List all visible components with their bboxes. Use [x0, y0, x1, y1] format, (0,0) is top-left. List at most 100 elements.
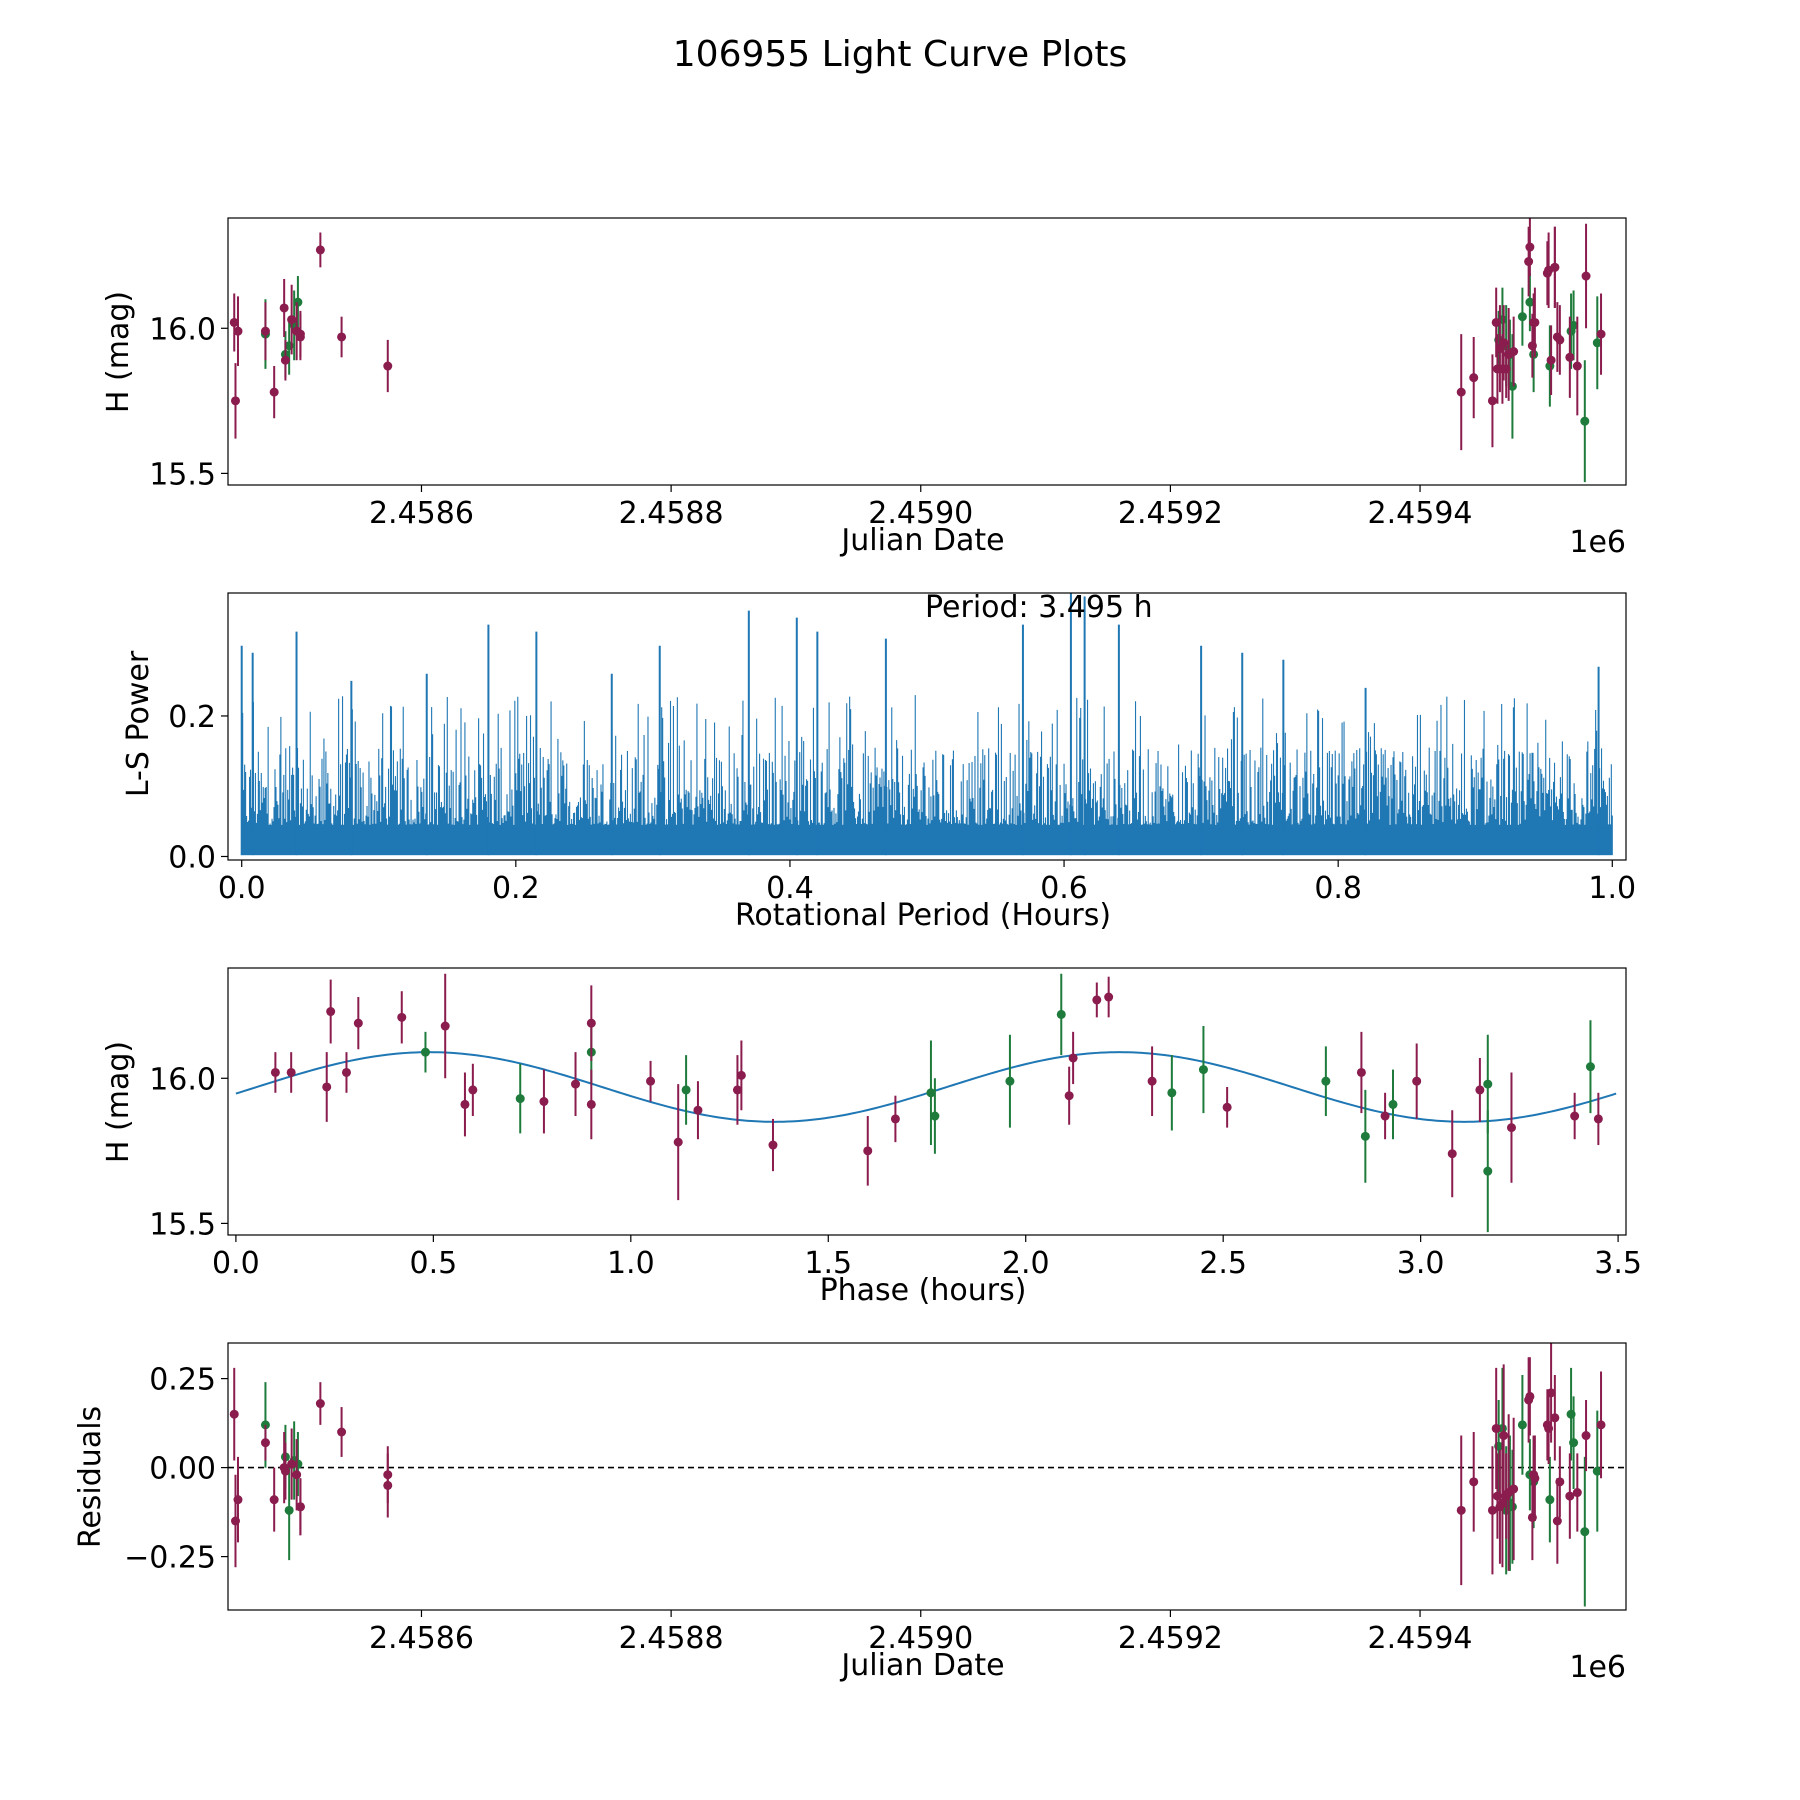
- residuals-xtick-label: 2.4594: [1368, 1621, 1473, 1656]
- periodogram-xtick-label: 0.2: [492, 871, 540, 906]
- residuals-point: [315, 1399, 325, 1409]
- phase-fold-point: [322, 1082, 332, 1092]
- residuals-point: [1572, 1488, 1582, 1498]
- residuals-point: [1525, 1391, 1535, 1401]
- light-curve-point: [1581, 271, 1591, 281]
- phase-fold-point: [1068, 1053, 1078, 1063]
- residuals-point: [280, 1466, 290, 1476]
- residuals-panel: Julian Date Residuals 1e6 2.4586 2.4588 2.…: [73, 1342, 1627, 1685]
- periodogram-axes-frame: [227, 592, 1627, 861]
- phase-fold-point: [1222, 1102, 1232, 1112]
- phase-fold-point: [1380, 1111, 1390, 1121]
- residuals-point: [1552, 1516, 1562, 1526]
- light-curve-point: [1555, 335, 1565, 345]
- residuals-ylabel: Residuals: [73, 1406, 108, 1548]
- light-curve-point: [1509, 347, 1519, 356]
- phase-fold-xtick-label: 1.0: [607, 1246, 655, 1281]
- phase-fold-point: [286, 1067, 296, 1077]
- residuals-point: [1499, 1431, 1509, 1441]
- residuals-point: [1546, 1388, 1556, 1398]
- phase-fold-point: [1412, 1076, 1422, 1086]
- residuals-point: [292, 1470, 302, 1480]
- phase-fold-point: [1388, 1099, 1398, 1109]
- light-curve-point: [1525, 297, 1535, 307]
- residuals-point: [1509, 1484, 1519, 1494]
- light-curve-xtick-label: 2.4594: [1368, 496, 1473, 531]
- residuals-point: [233, 1495, 243, 1505]
- light-curve-point: [260, 326, 270, 336]
- phase-fold-xtick-label: 3.0: [1397, 1246, 1445, 1281]
- light-curve-point: [1529, 349, 1539, 359]
- light-curve-point: [1507, 381, 1517, 391]
- residuals-point: [287, 1459, 297, 1469]
- light-curve-point: [337, 332, 347, 342]
- light-curve-xtick-label: 2.4590: [868, 496, 973, 531]
- residuals-ytick-label: −0.25: [124, 1541, 216, 1576]
- residuals-point: [284, 1505, 294, 1515]
- phase-fold-point: [768, 1140, 778, 1150]
- phase-fold-point: [732, 1085, 742, 1095]
- periodogram-xtick-label: 0.8: [1314, 871, 1362, 906]
- light-curve-point: [1565, 352, 1575, 362]
- light-curve-point: [383, 361, 393, 371]
- residuals-xtick-label: 2.4592: [1118, 1621, 1223, 1656]
- phase-fold-ytick-label: 16.0: [149, 1062, 216, 1097]
- light-curve-point: [1469, 373, 1479, 383]
- light-curve-point: [1456, 387, 1466, 397]
- phase-fold-point: [681, 1085, 691, 1095]
- residuals-point: [1580, 1527, 1590, 1537]
- phase-fold-xtick-label: 2.5: [1199, 1246, 1247, 1281]
- residuals-offset-label: 1e6: [1569, 1650, 1626, 1685]
- residuals-point: [1456, 1505, 1466, 1515]
- residuals-point: [1555, 1477, 1565, 1487]
- phase-fold-point: [1147, 1076, 1157, 1086]
- residuals-xlabel: Julian Date: [839, 1648, 1004, 1683]
- phase-fold-point: [1092, 995, 1102, 1005]
- phase-fold-point: [515, 1094, 525, 1104]
- residuals-ytick-label: 0.00: [149, 1452, 216, 1487]
- phase-fold-xtick-label: 0.0: [212, 1246, 260, 1281]
- phase-fold-point: [586, 1018, 596, 1028]
- residuals-point: [1592, 1466, 1602, 1476]
- residuals-point: [383, 1480, 393, 1490]
- light-curve-point: [1592, 338, 1602, 348]
- phase-fold-point: [1475, 1085, 1485, 1095]
- phase-fold-plot-area: [235, 973, 1617, 1233]
- periodogram-xtick-label: 0.0: [218, 871, 266, 906]
- phase-fold-point: [736, 1070, 746, 1080]
- phase-fold-point: [1593, 1114, 1603, 1124]
- phase-fold-point: [693, 1105, 703, 1115]
- phase-fold-xtick-label: 2.0: [1002, 1246, 1050, 1281]
- light-curve-plot-area: [229, 218, 1606, 483]
- phase-fold-point: [1356, 1067, 1366, 1077]
- phase-fold-point: [586, 1099, 596, 1109]
- phase-fold-xtick-label: 0.5: [409, 1246, 457, 1281]
- light-curve-point: [315, 245, 325, 255]
- light-curve-point: [295, 329, 305, 339]
- residuals-point: [1550, 1413, 1560, 1423]
- phase-fold-point: [397, 1012, 407, 1022]
- phase-fold-point: [1064, 1091, 1074, 1101]
- phase-fold-point: [1483, 1166, 1493, 1176]
- phase-fold-point: [326, 1007, 336, 1017]
- phase-fold-point: [420, 1047, 430, 1057]
- phase-fold-point: [646, 1076, 656, 1086]
- light-curve-point: [229, 317, 239, 327]
- residuals-point: [1530, 1473, 1540, 1483]
- residuals-point: [293, 1459, 303, 1469]
- periodogram-xtick-label: 1.0: [1588, 871, 1636, 906]
- residuals-point: [1469, 1477, 1479, 1487]
- phase-fold-point: [270, 1067, 280, 1077]
- phase-fold-point: [1506, 1123, 1516, 1133]
- light-curve-xtick-label: 2.4586: [369, 496, 474, 531]
- light-curve-point: [1530, 317, 1540, 327]
- light-curve-point: [1572, 361, 1582, 371]
- phase-fold-xtick-label: 1.5: [804, 1246, 852, 1281]
- light-curve-point: [1546, 355, 1556, 365]
- phase-fold-panel: Phase (hours) H (mag) 0.0 0.5 1.0 1.5 2.0 2.5…: [101, 967, 1642, 1308]
- light-curve-point: [233, 326, 243, 336]
- residuals-point: [269, 1495, 279, 1505]
- residuals-point: [1565, 1491, 1575, 1501]
- light-curve-offset-label: 1e6: [1569, 525, 1626, 560]
- light-curve-point: [287, 315, 297, 325]
